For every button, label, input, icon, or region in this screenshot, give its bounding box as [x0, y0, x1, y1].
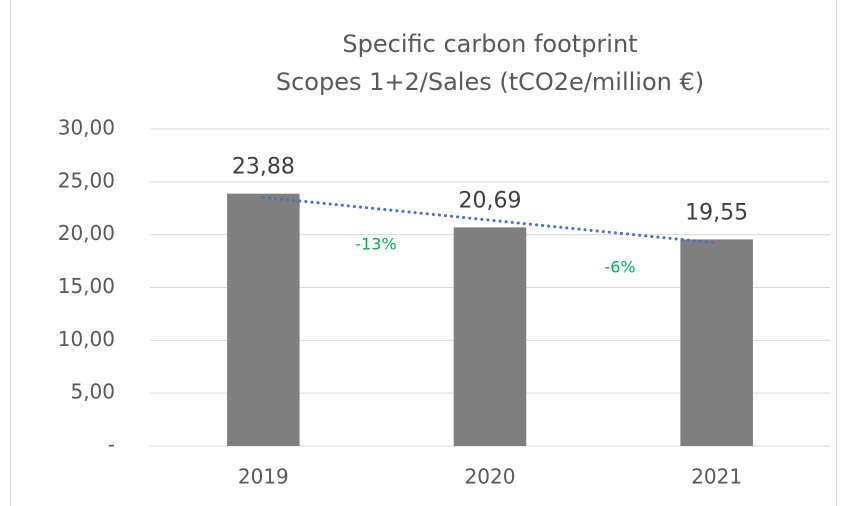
- y-tick-label: 25,00: [58, 168, 115, 192]
- annotation: -13%: [355, 235, 396, 254]
- x-tick-label: 2019: [238, 465, 289, 489]
- x-tick-label: 2020: [465, 465, 516, 489]
- annotation: -6%: [604, 258, 635, 277]
- trendline: [261, 195, 719, 245]
- y-tick-label: 5,00: [70, 380, 115, 404]
- y-tick-label: 10,00: [58, 327, 115, 351]
- bar: [453, 227, 527, 446]
- value-label: 20,69: [459, 188, 522, 213]
- value-label: 23,88: [232, 155, 295, 180]
- chart-title: Specific carbon footprint: [342, 30, 637, 58]
- y-tick-label: -: [108, 433, 115, 457]
- y-tick-label: 20,00: [58, 221, 115, 245]
- bar: [227, 193, 300, 446]
- y-tick-label: 30,00: [58, 116, 115, 140]
- x-tick-label: 2021: [691, 465, 742, 489]
- chart-subtitle: Scopes 1+2/Sales (tCO2e/million €): [276, 68, 704, 96]
- value-label: 19,55: [685, 200, 748, 225]
- y-tick-label: 15,00: [58, 274, 115, 298]
- bar: [680, 239, 753, 446]
